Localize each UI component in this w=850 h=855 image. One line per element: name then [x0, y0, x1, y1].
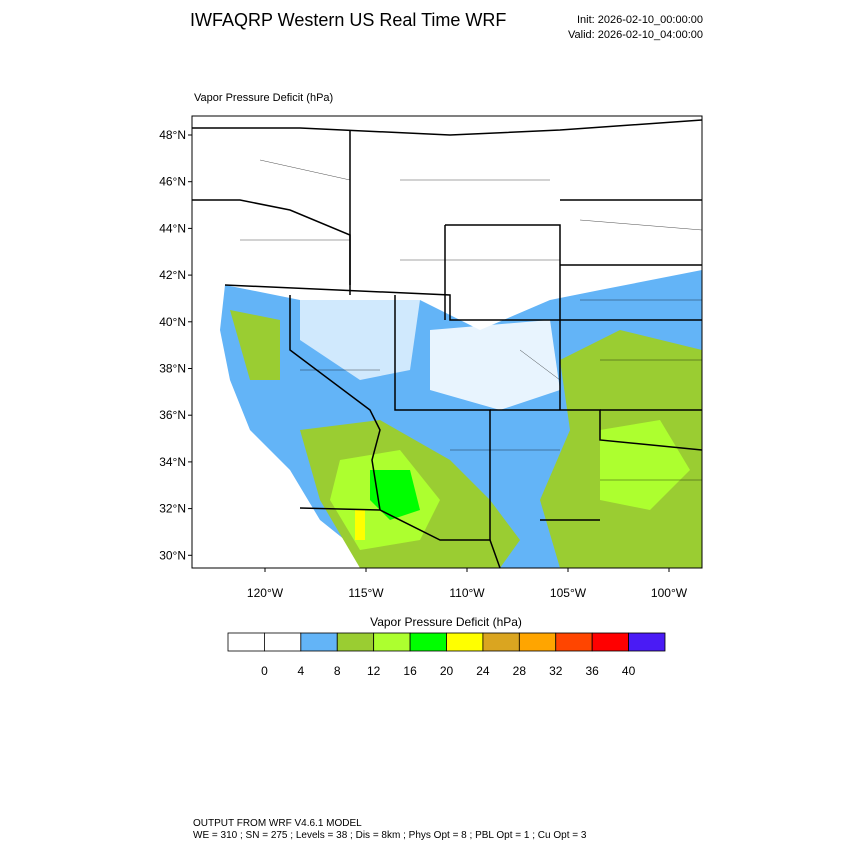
lon-label: 115°W [348, 586, 384, 600]
lon-label: 120°W [247, 586, 284, 600]
lat-label: 32°N [159, 502, 186, 516]
colorbar-swatch [373, 632, 411, 652]
colorbar-label: 36 [585, 664, 599, 678]
colorbar-label: 32 [549, 664, 563, 678]
colorbar-label: 16 [403, 664, 417, 678]
map-label: Vapor Pressure Deficit (hPa) [194, 92, 333, 104]
colorbar-swatch [518, 632, 557, 652]
colorbar-swatch [300, 632, 338, 652]
lat-label: 48°N [159, 128, 186, 142]
colorbar-label: 40 [622, 664, 636, 678]
colorbar-label: 0 [261, 664, 268, 678]
colorbar-label: 20 [440, 664, 454, 678]
colorbar-label: 8 [334, 664, 341, 678]
latitude-labels: 48°N 46°N 44°N 42°N 40°N 38°N 36°N 34°N 32°N 30°N [159, 128, 192, 562]
footer-line: OUTPUT FROM WRF V4.6.1 MODEL [193, 818, 362, 829]
colorbar-title: Vapor Pressure Deficit (hPa) [370, 615, 522, 629]
title: IWFAQRP Western US Real Time WRF [190, 10, 506, 30]
colorbar: 0 4 8 12 16 20 24 28 32 36 40 [227, 632, 666, 678]
colorbar-swatch [446, 632, 484, 652]
colorbar-label: 28 [513, 664, 527, 678]
lon-label: 100°W [651, 586, 688, 600]
lat-label: 38°N [159, 362, 186, 376]
lat-label: 34°N [159, 455, 186, 469]
lat-label: 44°N [159, 221, 186, 235]
colorbar-label: 24 [476, 664, 490, 678]
colorbar-swatch [591, 632, 629, 652]
valid-time: Valid: 2026-02-10_04:00:00 [568, 29, 703, 41]
map [191, 115, 703, 569]
colorbar-swatch [482, 632, 520, 652]
lat-label: 42°N [159, 268, 186, 282]
colorbar-swatch [409, 632, 447, 652]
lat-label: 40°N [159, 315, 186, 329]
colorbar-swatch [555, 632, 593, 652]
lat-label: 46°N [159, 175, 186, 189]
colorbar-label: 12 [367, 664, 381, 678]
colorbar-swatch [628, 632, 666, 652]
lat-label: 30°N [159, 548, 186, 562]
footer-line: WE = 310 ; SN = 275 ; Levels = 38 ; Dis … [193, 830, 587, 841]
lon-label: 110°W [449, 586, 485, 600]
longitude-labels: 120°W 115°W 110°W 105°W 100°W [247, 568, 688, 600]
colorbar-label: 4 [297, 664, 304, 678]
colorbar-swatch [264, 632, 302, 652]
colorbar-swatch [227, 632, 265, 652]
lat-label: 36°N [159, 408, 186, 422]
colorbar-swatch [336, 632, 375, 652]
init-time: Init: 2026-02-10_00:00:00 [577, 14, 703, 26]
lon-label: 105°W [550, 586, 587, 600]
